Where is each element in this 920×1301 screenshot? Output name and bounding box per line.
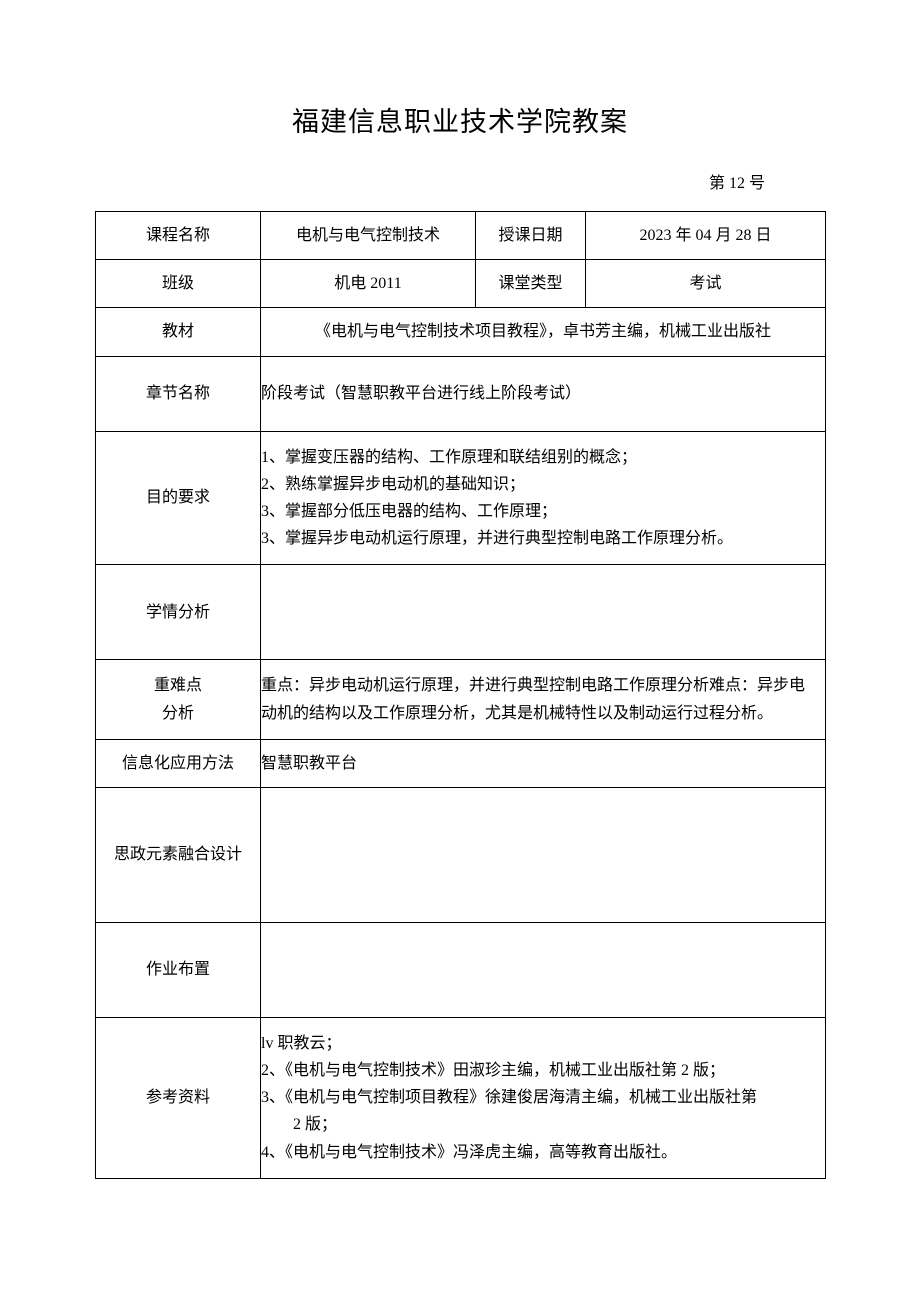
objectives-value: 1、掌握变压器的结构、工作原理和联结组别的概念； 2、熟练掌握异步电动机的基础知… — [261, 431, 826, 565]
homework-value — [261, 922, 826, 1017]
table-row: 章节名称 阶段考试（智慧职教平台进行线上阶段考试） — [96, 356, 826, 431]
table-row: 学情分析 — [96, 565, 826, 660]
student-analysis-value — [261, 565, 826, 660]
student-analysis-label: 学情分析 — [96, 565, 261, 660]
textbook-value: 《电机与电气控制技术项目教程》，卓书芳主编，机械工业出版社 — [261, 308, 826, 356]
references-value: lv 职教云； 2、《电机与电气控制技术》田淑珍主编，机械工业出版社第 2 版；… — [261, 1017, 826, 1178]
table-row: 目的要求 1、掌握变压器的结构、工作原理和联结组别的概念； 2、熟练掌握异步电动… — [96, 431, 826, 565]
page-title: 福建信息职业技术学院教案 — [95, 100, 825, 139]
textbook-label: 教材 — [96, 308, 261, 356]
teach-date-value: 2023 年 04 月 28 日 — [586, 212, 826, 260]
class-type-value: 考试 — [586, 260, 826, 308]
lesson-plan-table: 课程名称 电机与电气控制技术 授课日期 2023 年 04 月 28 日 班级 … — [95, 211, 826, 1179]
table-row: 作业布置 — [96, 922, 826, 1017]
teach-date-label: 授课日期 — [476, 212, 586, 260]
homework-label: 作业布置 — [96, 922, 261, 1017]
class-value: 机电 2011 — [261, 260, 476, 308]
class-type-label: 课堂类型 — [476, 260, 586, 308]
document-number: 第 12 号 — [95, 169, 825, 193]
chapter-value: 阶段考试（智慧职教平台进行线上阶段考试） — [261, 356, 826, 431]
key-points-label: 重难点 分析 — [96, 660, 261, 739]
info-method-label: 信息化应用方法 — [96, 739, 261, 787]
objectives-label: 目的要求 — [96, 431, 261, 565]
ideological-value — [261, 787, 826, 922]
table-row: 思政元素融合设计 — [96, 787, 826, 922]
course-name-value: 电机与电气控制技术 — [261, 212, 476, 260]
table-row: 教材 《电机与电气控制技术项目教程》，卓书芳主编，机械工业出版社 — [96, 308, 826, 356]
info-method-value: 智慧职教平台 — [261, 739, 826, 787]
chapter-label: 章节名称 — [96, 356, 261, 431]
course-name-label: 课程名称 — [96, 212, 261, 260]
table-row: 参考资料 lv 职教云； 2、《电机与电气控制技术》田淑珍主编，机械工业出版社第… — [96, 1017, 826, 1178]
key-points-value: 重点：异步电动机运行原理，并进行典型控制电路工作原理分析难点：异步电动机的结构以… — [261, 660, 826, 739]
references-label: 参考资料 — [96, 1017, 261, 1178]
class-label: 班级 — [96, 260, 261, 308]
ideological-label: 思政元素融合设计 — [96, 787, 261, 922]
table-row: 课程名称 电机与电气控制技术 授课日期 2023 年 04 月 28 日 — [96, 212, 826, 260]
table-row: 班级 机电 2011 课堂类型 考试 — [96, 260, 826, 308]
table-row: 信息化应用方法 智慧职教平台 — [96, 739, 826, 787]
table-row: 重难点 分析 重点：异步电动机运行原理，并进行典型控制电路工作原理分析难点：异步… — [96, 660, 826, 739]
